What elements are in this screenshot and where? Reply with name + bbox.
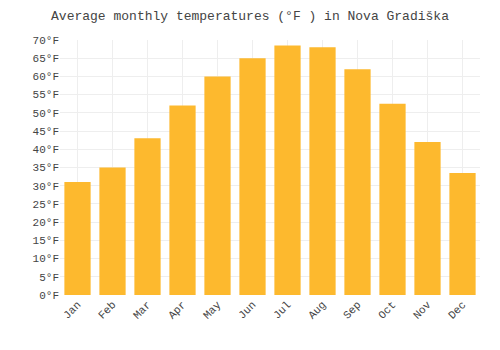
svg-text:70°F: 70°F bbox=[33, 35, 59, 47]
svg-text:0°F: 0°F bbox=[39, 290, 59, 302]
svg-text:15°F: 15°F bbox=[33, 235, 59, 247]
svg-text:20°F: 20°F bbox=[33, 217, 59, 229]
svg-text:65°F: 65°F bbox=[33, 53, 59, 65]
svg-text:May: May bbox=[201, 299, 224, 322]
svg-text:40°F: 40°F bbox=[33, 144, 59, 156]
svg-text:25°F: 25°F bbox=[33, 199, 59, 211]
svg-text:Oct: Oct bbox=[376, 299, 398, 321]
svg-text:30°F: 30°F bbox=[33, 181, 59, 193]
svg-text:Apr: Apr bbox=[166, 299, 188, 321]
svg-text:45°F: 45°F bbox=[33, 126, 59, 138]
svg-text:Feb: Feb bbox=[96, 299, 118, 321]
svg-text:5°F: 5°F bbox=[39, 272, 59, 284]
svg-text:Aug: Aug bbox=[306, 299, 328, 321]
svg-text:Jan: Jan bbox=[61, 299, 83, 321]
svg-text:Sep: Sep bbox=[341, 299, 363, 321]
svg-text:Mar: Mar bbox=[131, 299, 153, 321]
svg-text:Dec: Dec bbox=[446, 299, 468, 321]
svg-text:Jun: Jun bbox=[236, 299, 258, 321]
svg-text:50°F: 50°F bbox=[33, 108, 59, 120]
svg-text:Jul: Jul bbox=[271, 299, 293, 321]
svg-text:55°F: 55°F bbox=[33, 89, 59, 101]
svg-text:60°F: 60°F bbox=[33, 71, 59, 83]
svg-text:Average monthly temperatures (: Average monthly temperatures (°F ) in No… bbox=[51, 9, 449, 24]
svg-text:35°F: 35°F bbox=[33, 162, 59, 174]
svg-text:10°F: 10°F bbox=[33, 253, 59, 265]
svg-text:Nov: Nov bbox=[411, 299, 434, 322]
